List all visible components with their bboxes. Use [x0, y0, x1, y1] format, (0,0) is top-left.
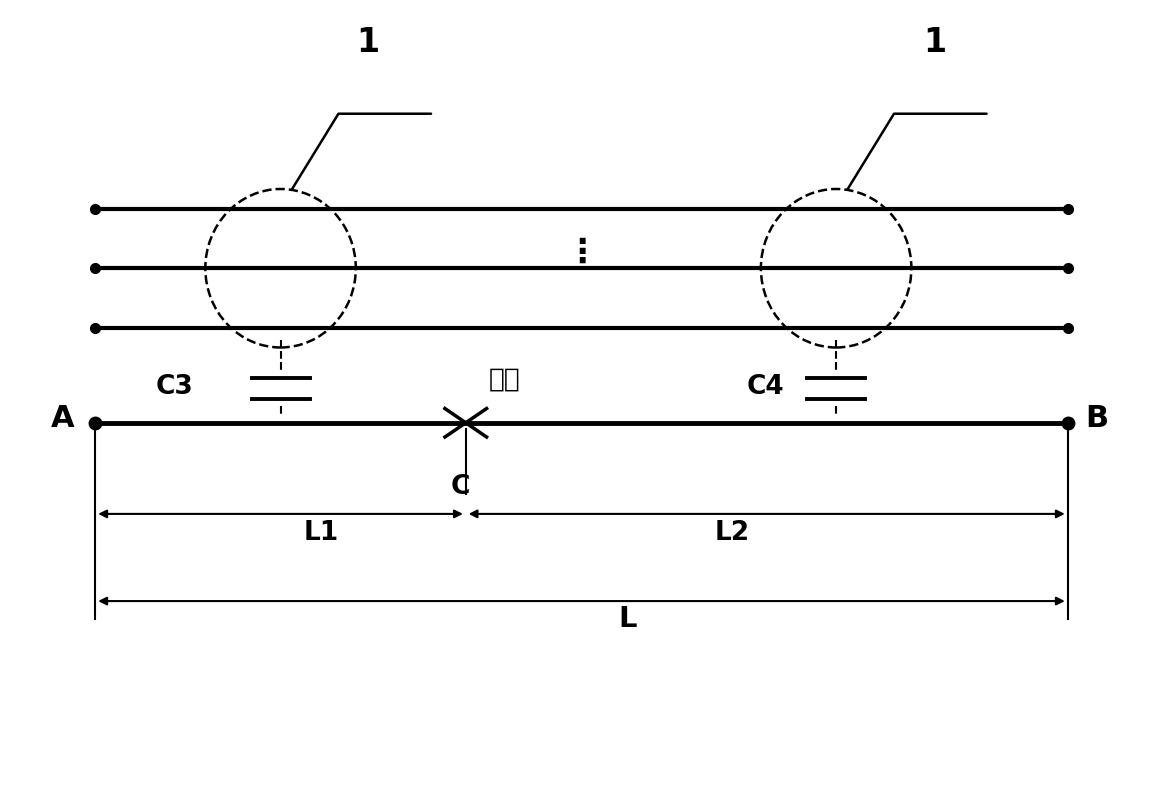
Text: B: B [1085, 405, 1108, 433]
Text: C4: C4 [747, 374, 784, 400]
Text: 断点: 断点 [488, 366, 521, 392]
Text: A: A [51, 405, 74, 433]
Text: L1: L1 [304, 519, 338, 546]
Text: 1: 1 [923, 26, 946, 59]
Text: L: L [619, 605, 637, 633]
Text: ⋮: ⋮ [565, 236, 598, 269]
Text: L2: L2 [714, 519, 749, 546]
Text: 1: 1 [356, 26, 379, 59]
Text: C: C [450, 474, 470, 500]
Text: C3: C3 [156, 374, 194, 400]
